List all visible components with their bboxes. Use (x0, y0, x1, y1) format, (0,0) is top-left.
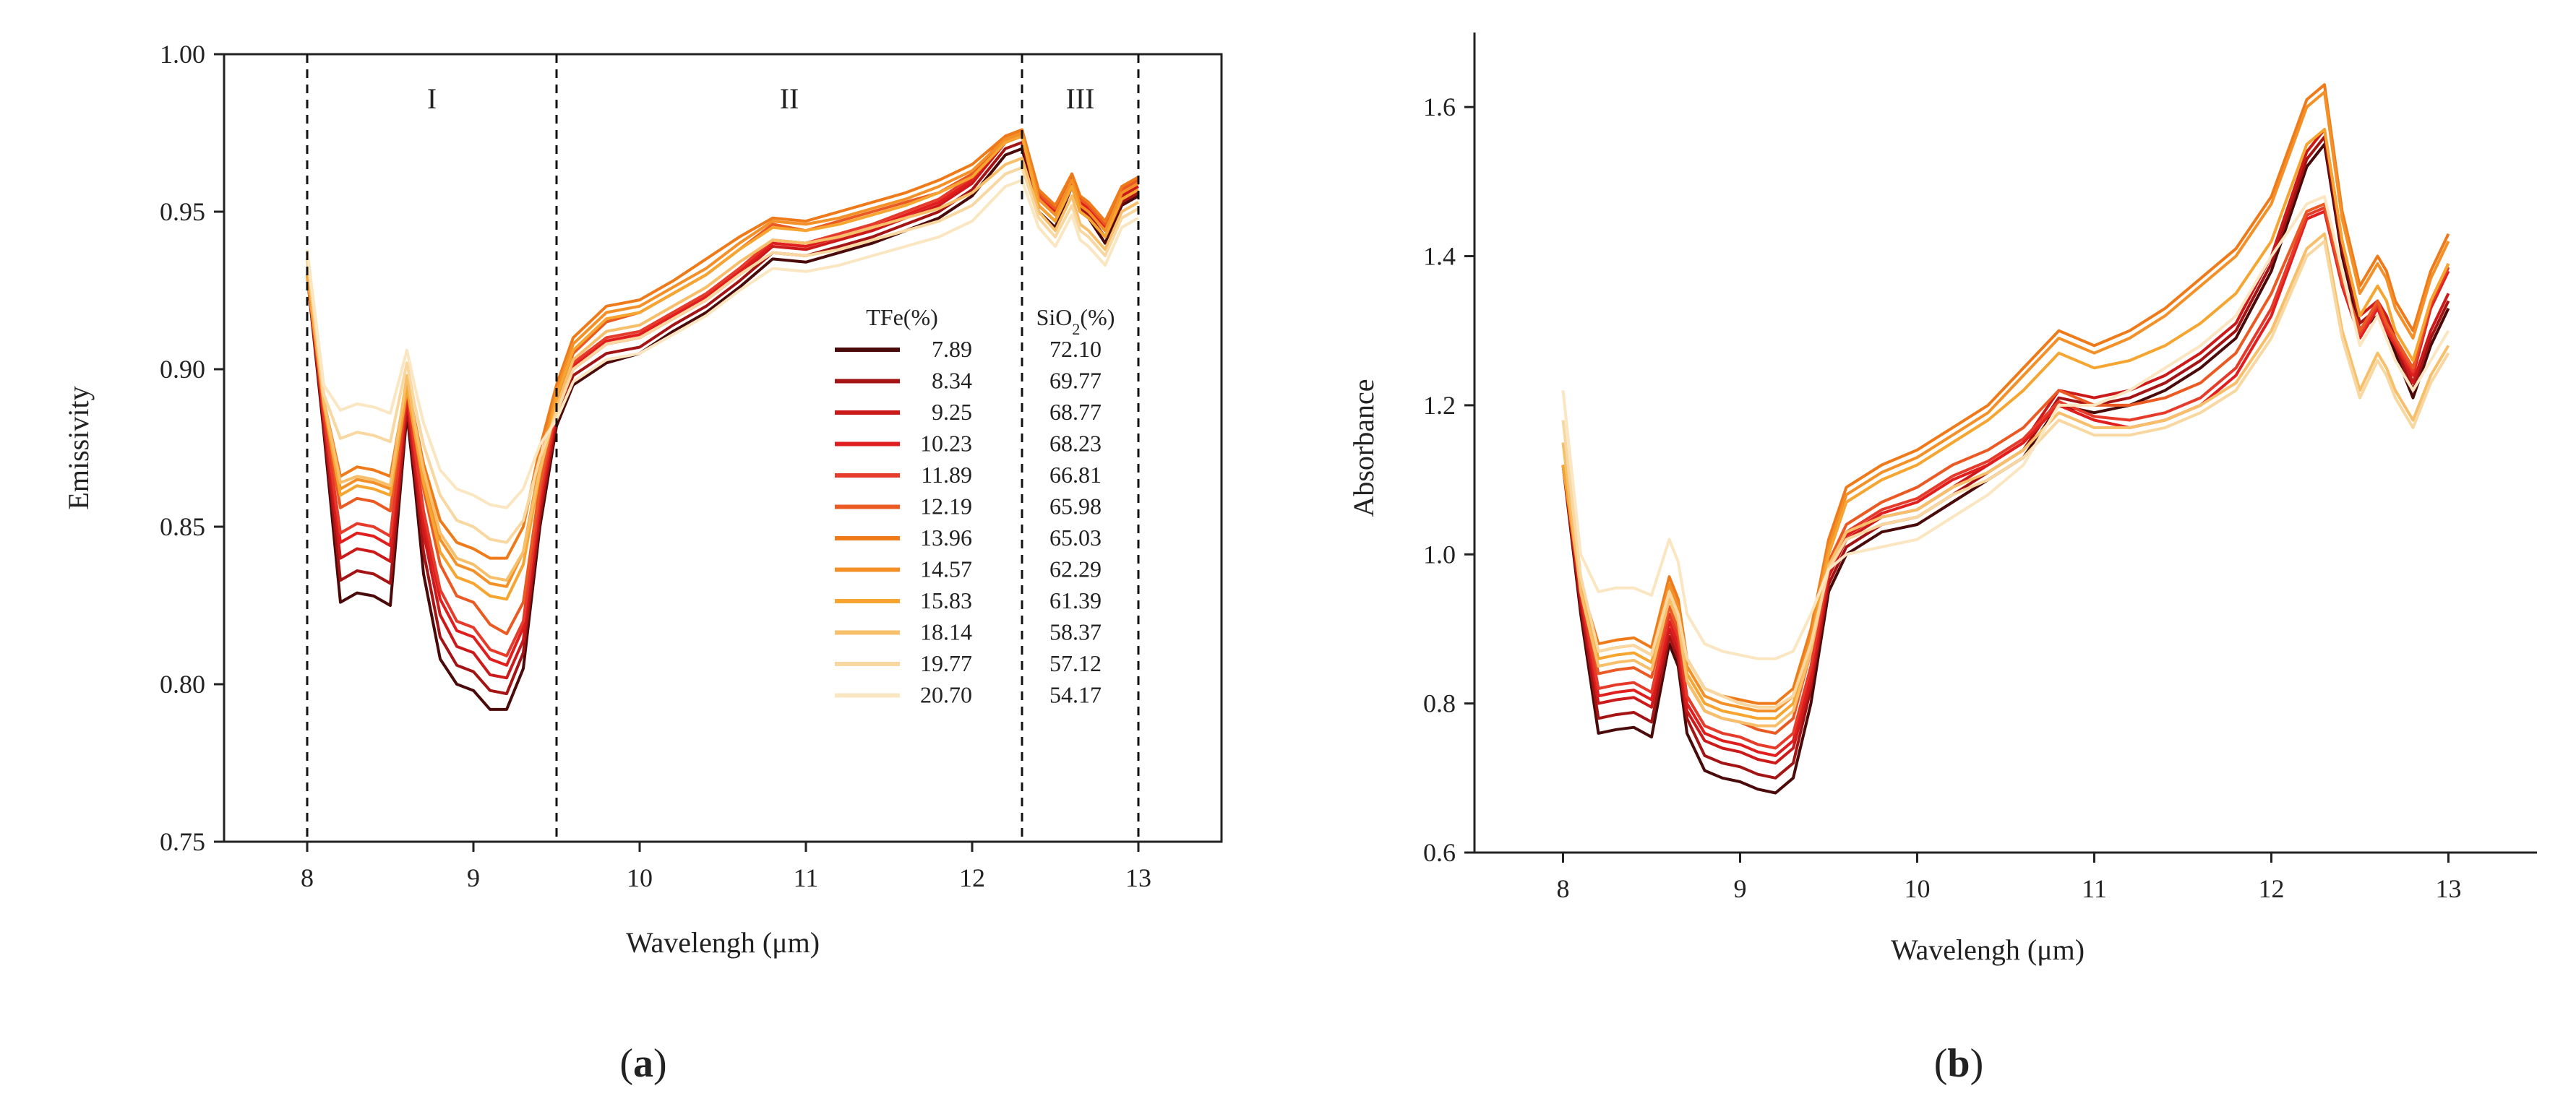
series-line-18.14 (1561, 232, 2450, 728)
absorbance-chart: 8 9 10 11 12 13 0.6 0.8 1.0 1.2 1.4 1.6 Wavelengh (… (1347, 33, 2537, 1086)
legend-sio2-value: 65.03 (1049, 525, 1102, 551)
legend-sio2-value: 69.77 (1049, 368, 1102, 394)
legend-header-tfe: TFe(%) (866, 304, 938, 330)
series-line-10.23 (306, 131, 1139, 667)
x-axis-title-b: Wavelengh (μm) (1891, 933, 2085, 966)
x-tick-label: 11 (794, 863, 819, 892)
legend-sio2-value: 68.77 (1049, 399, 1102, 425)
legend-tfe-value: 11.89 (921, 462, 972, 488)
y-tick-label: 1.0 (1423, 540, 1456, 569)
legend-sio2-value: 62.29 (1049, 556, 1102, 582)
legend-tfe-value: 15.83 (920, 587, 972, 613)
region-label: II (780, 82, 799, 115)
x-tick-label: 12 (2259, 874, 2285, 903)
x-tick-label: 8 (301, 863, 314, 892)
legend-sio2-value: 54.17 (1049, 682, 1102, 708)
y-tick-label: 0.6 (1423, 838, 1456, 867)
plot-frame-a (223, 53, 1223, 843)
legend-sio2-value: 57.12 (1049, 650, 1102, 676)
legend-tfe-value: 18.14 (920, 619, 972, 645)
y-tick-label: 0.80 (160, 670, 205, 699)
series-line-7.89 (1561, 142, 2450, 795)
y-tick-label: 0.8 (1423, 689, 1456, 718)
y-axis-title-a: Emissivity (62, 386, 95, 509)
panel-caption-b: (b) (1934, 1041, 1983, 1086)
y-tick-label: 0.95 (160, 197, 205, 226)
x-tick-label: 9 (1734, 874, 1747, 903)
y-axis-title-b: Absorbance (1347, 379, 1380, 517)
series-line-14.57 (1561, 90, 2450, 712)
absorbance-series-group (1561, 83, 2450, 795)
legend-tfe-value: 20.70 (920, 682, 972, 708)
y-tick-label: 0.75 (160, 827, 205, 856)
legend-sio2-value: 65.98 (1049, 493, 1102, 519)
region-label: I (427, 82, 437, 115)
legend-tfe-value: 8.34 (932, 368, 972, 394)
legend-tfe-value: 9.25 (932, 399, 972, 425)
y-tick-label: 0.90 (160, 355, 205, 384)
legend-sio2-value: 61.39 (1049, 587, 1102, 613)
series-line-18.14 (306, 156, 1139, 582)
series-line-7.89 (306, 147, 1139, 711)
y-tick-label: 0.85 (160, 512, 205, 541)
legend-sio2-value: 58.37 (1049, 619, 1102, 645)
series-line-15.83 (306, 134, 1139, 601)
axis-ticks-a: 8 9 10 11 12 13 0.75 0.80 0.85 0.90 0.95 1.00 (160, 40, 1151, 892)
legend-sio2-value: 66.81 (1049, 462, 1102, 488)
emissivity-chart: I II III 8 9 10 11 12 130.750.800.850.900.951.0… (62, 40, 1223, 1086)
panel-caption-a: (a) (619, 1041, 666, 1086)
y-tick-label: 1.4 (1423, 242, 1456, 271)
y-tick-label: 1.00 (160, 40, 205, 69)
legend-tfe-value: 7.89 (932, 336, 972, 362)
series-line-13.96 (1561, 83, 2450, 705)
legend-sio2-value: 72.10 (1049, 336, 1102, 362)
region-label: III (1066, 82, 1095, 115)
x-tick-label: 13 (2436, 874, 2462, 903)
legend-tfe-value: 14.57 (920, 556, 972, 582)
emissivity-series-group (306, 128, 1139, 711)
y-tick-label: 1.6 (1423, 92, 1456, 121)
legend-tfe-value: 10.23 (920, 431, 972, 457)
series-line-20.70 (1561, 195, 2450, 660)
legend-header-sio2: SiO2(%) (1036, 304, 1115, 338)
region-dividers: I II III (306, 54, 1140, 842)
x-tick-label: 8 (1557, 874, 1570, 903)
y-tick-label: 1.2 (1423, 391, 1456, 420)
series-line-20.70 (306, 178, 1139, 509)
x-tick-label: 10 (1905, 874, 1931, 903)
legend-tfe-value: 13.96 (920, 525, 972, 551)
legend-rows: 7.89 72.10 8.34 69.77 9.25 68.77 10.23 68.23 11.… (835, 336, 1102, 708)
x-tick-label: 9 (467, 863, 480, 892)
axis-ticks-b: 8 9 10 11 12 13 0.6 0.8 1.0 1.2 1.4 1.6 (1423, 92, 2462, 903)
x-tick-label: 12 (959, 863, 985, 892)
series-line-19.77 (306, 166, 1139, 544)
x-tick-label: 13 (1125, 863, 1151, 892)
x-tick-label: 11 (2082, 874, 2107, 903)
legend: TFe(%) SiO2(%) 7.89 72.10 8.34 69.77 9.25 68.… (835, 304, 1115, 708)
legend-tfe-value: 19.77 (920, 650, 972, 676)
series-line-9.25 (1561, 128, 2450, 765)
series-line-13.96 (306, 128, 1139, 560)
x-axis-title-a: Wavelengh (μm) (626, 926, 820, 959)
legend-sio2-value: 68.23 (1049, 431, 1102, 457)
legend-tfe-value: 12.19 (920, 493, 972, 519)
series-line-19.77 (1561, 239, 2450, 709)
x-tick-label: 10 (627, 863, 653, 892)
